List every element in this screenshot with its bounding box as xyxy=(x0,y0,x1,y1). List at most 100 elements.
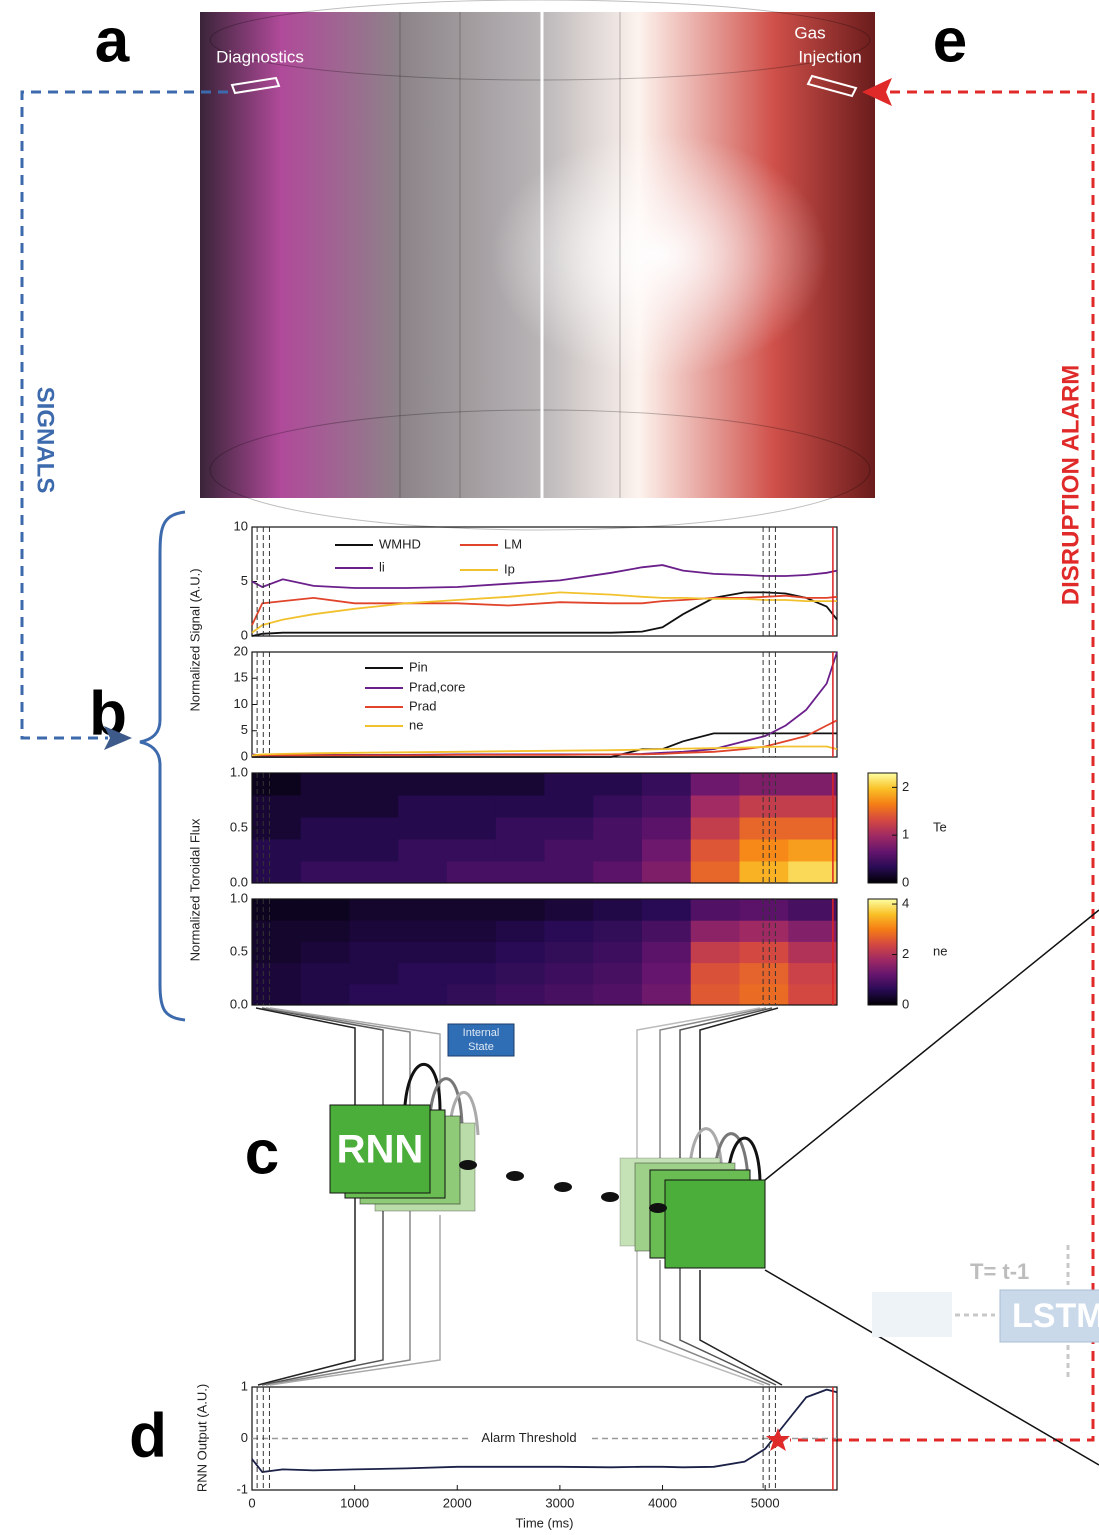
internal-state-label: State xyxy=(468,1041,494,1053)
heat-cell xyxy=(350,984,399,1006)
heat-cell xyxy=(496,817,545,840)
y-tick-label: -1 xyxy=(236,1481,248,1496)
heat-cell xyxy=(398,984,447,1006)
heat-cell xyxy=(496,773,545,796)
heat-cell xyxy=(593,773,642,796)
colorbar xyxy=(868,773,897,883)
heat-cell xyxy=(350,773,399,796)
heat-cell xyxy=(788,817,837,840)
heat-cell xyxy=(788,773,837,796)
colorbar-tick-label: 0 xyxy=(902,874,909,889)
heat-cell xyxy=(545,963,594,985)
heat-cell xyxy=(447,861,496,884)
heat-cell xyxy=(545,817,594,840)
heat-cell xyxy=(398,817,447,840)
heat-cell xyxy=(496,795,545,818)
colorbar xyxy=(868,899,897,1005)
heat-cell xyxy=(350,899,399,921)
heat-cell xyxy=(642,817,691,840)
y-axis-label: RNN Output (A.U.) xyxy=(194,1384,209,1492)
heat-cell xyxy=(740,963,789,985)
heat-cell xyxy=(350,963,399,985)
heat-cell xyxy=(252,984,301,1006)
heat-cell xyxy=(642,984,691,1006)
heat-cell xyxy=(593,839,642,862)
heat-cell xyxy=(691,795,740,818)
panel-letter: a xyxy=(95,6,130,75)
heat-cell xyxy=(691,920,740,942)
heat-cell xyxy=(496,963,545,985)
heat-cell xyxy=(301,861,350,884)
heat-cell xyxy=(593,817,642,840)
legend-label: Pin xyxy=(409,659,428,674)
y-tick-label: 0.5 xyxy=(230,819,248,834)
heat-cell xyxy=(447,817,496,840)
heat-cell xyxy=(740,920,789,942)
heat-cell xyxy=(350,920,399,942)
colorbar-label: Te xyxy=(933,819,947,834)
rnn-label: RNN xyxy=(337,1128,424,1172)
plasma-glow xyxy=(200,12,875,498)
y-tick-label: 5 xyxy=(241,573,248,588)
y-tick-label: 0 xyxy=(241,627,248,642)
internal-state-label: Internal xyxy=(463,1027,500,1039)
heat-cell xyxy=(496,899,545,921)
alarm-label: DISRUPTION ALARM xyxy=(1057,365,1084,605)
injection-label: Injection xyxy=(798,47,861,66)
y-tick-label: 10 xyxy=(234,518,248,533)
heat-cell xyxy=(788,899,837,921)
y-tick-label: 15 xyxy=(234,670,248,685)
heat-cell xyxy=(545,984,594,1006)
colorbar-tick-label: 4 xyxy=(902,895,909,910)
heat-cell xyxy=(545,941,594,963)
heat-cell xyxy=(252,795,301,818)
heat-cell xyxy=(496,920,545,942)
heat-cell xyxy=(788,920,837,942)
heat-cell xyxy=(447,920,496,942)
heat-cell xyxy=(691,941,740,963)
heat-cell xyxy=(740,941,789,963)
heat-cell xyxy=(788,941,837,963)
heat-cell xyxy=(691,984,740,1006)
heat-cell xyxy=(496,941,545,963)
heat-cell xyxy=(301,920,350,942)
heat-cell xyxy=(593,899,642,921)
heat-cell xyxy=(252,773,301,796)
y-axis-label: Normalized Signal (A.U.) xyxy=(187,568,202,711)
heat-cell xyxy=(691,861,740,884)
legend-label: Prad xyxy=(409,698,436,713)
heat-cell xyxy=(740,984,789,1006)
legend-label: LM xyxy=(504,536,522,551)
heat-cell xyxy=(788,963,837,985)
heat-cell xyxy=(252,963,301,985)
heat-cell xyxy=(398,773,447,796)
heat-cell xyxy=(545,861,594,884)
heat-cell xyxy=(740,861,789,884)
colorbar-label: ne xyxy=(933,943,947,958)
heat-cell xyxy=(447,963,496,985)
x-tick-label: 2000 xyxy=(443,1495,472,1510)
heat-cell xyxy=(301,795,350,818)
heat-cell xyxy=(788,861,837,884)
heat-cell xyxy=(398,839,447,862)
heat-cell xyxy=(447,839,496,862)
y-tick-label: 0 xyxy=(241,1430,248,1445)
inset-box xyxy=(872,1292,952,1337)
heat-cell xyxy=(691,817,740,840)
legend-label: li xyxy=(379,559,385,574)
heat-cell xyxy=(301,963,350,985)
heat-cell xyxy=(740,773,789,796)
heat-cell xyxy=(447,941,496,963)
gas-label: Gas xyxy=(794,23,825,42)
heat-cell xyxy=(740,899,789,921)
heat-cell xyxy=(252,817,301,840)
heat-cell xyxy=(788,839,837,862)
heat-cell xyxy=(593,984,642,1006)
legend-label: WMHD xyxy=(379,536,421,551)
y-tick-label: 20 xyxy=(234,643,248,658)
heat-cell xyxy=(350,839,399,862)
annotation: Alarm Threshold xyxy=(481,1430,576,1445)
x-tick-label: 0 xyxy=(248,1495,255,1510)
heat-cell xyxy=(593,861,642,884)
heat-cell xyxy=(593,963,642,985)
